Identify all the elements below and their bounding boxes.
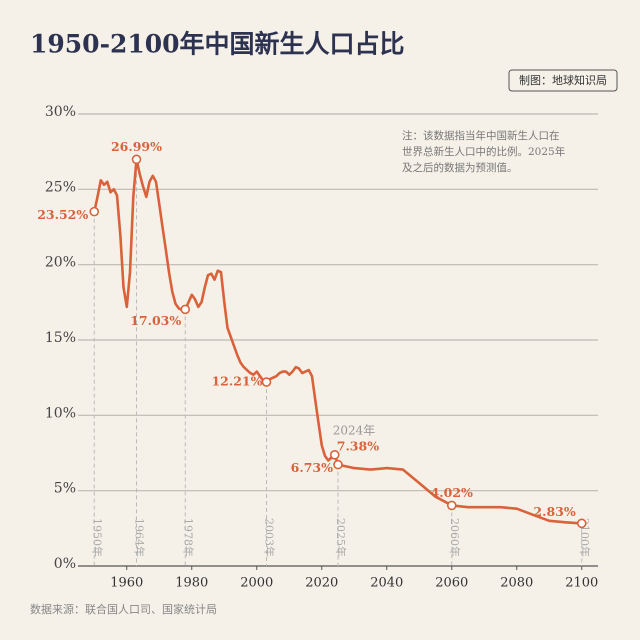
x-tick-label: 2060 [435, 576, 468, 591]
point-label: 23.52% [37, 207, 88, 222]
guide-label: 1964年 [133, 518, 147, 557]
point-marker [576, 518, 587, 529]
guide-label: 1950年 [90, 518, 104, 557]
y-tick-label: 15% [45, 330, 76, 346]
y-tick-label: 5% [54, 481, 76, 497]
point-label: 12.21% [211, 374, 262, 389]
y-tick-label: 25% [45, 179, 76, 195]
point-label: 26.99% [111, 139, 162, 154]
note: 注：该数据指当年中国新生人口在 [402, 129, 560, 142]
point-label: 4.02% [431, 485, 473, 500]
guide-label: 2060年 [448, 518, 462, 557]
point-label: 2.83% [533, 504, 575, 519]
point-marker [180, 304, 191, 315]
x-tick-label: 2080 [500, 576, 533, 591]
point-marker [261, 377, 272, 387]
x-tick-label: 2020 [305, 576, 338, 591]
x-tick-label: 2000 [240, 576, 273, 591]
y-tick-label: 30% [45, 104, 76, 120]
point-marker [333, 459, 343, 470]
note: 及之后的数据为预测值。 [402, 161, 518, 174]
guide-label: 1978年 [181, 518, 195, 557]
point-marker [89, 206, 100, 217]
x-tick-label: 1980 [175, 576, 208, 591]
y-tick-label: 0% [54, 556, 76, 572]
credit: 制图：地球知识局 [519, 73, 607, 87]
point-year: 2024年 [333, 423, 376, 437]
y-tick-label: 20% [45, 255, 76, 271]
x-tick-label: 1960 [110, 576, 143, 591]
point-label: 17.03% [130, 313, 181, 328]
credit-box [508, 69, 618, 92]
y-tick-label: 10% [45, 405, 76, 421]
guide-label: 2025年 [334, 518, 348, 557]
point-marker [329, 450, 340, 460]
point-marker [131, 154, 142, 165]
chart-title: 1950-2100年中国新生人口占比 [30, 30, 405, 59]
point-marker [446, 500, 457, 511]
source: 数据来源：联合国人口司、国家统计局 [30, 602, 217, 616]
x-tick-label: 2100 [565, 576, 598, 591]
guide-label: 2003年 [263, 518, 277, 557]
point-label: 6.73% [291, 460, 333, 475]
note: 世界总新生人口中的比例。2025年 [402, 145, 565, 158]
point-label: 7.38% [337, 438, 379, 453]
x-tick-label: 2040 [370, 576, 403, 591]
